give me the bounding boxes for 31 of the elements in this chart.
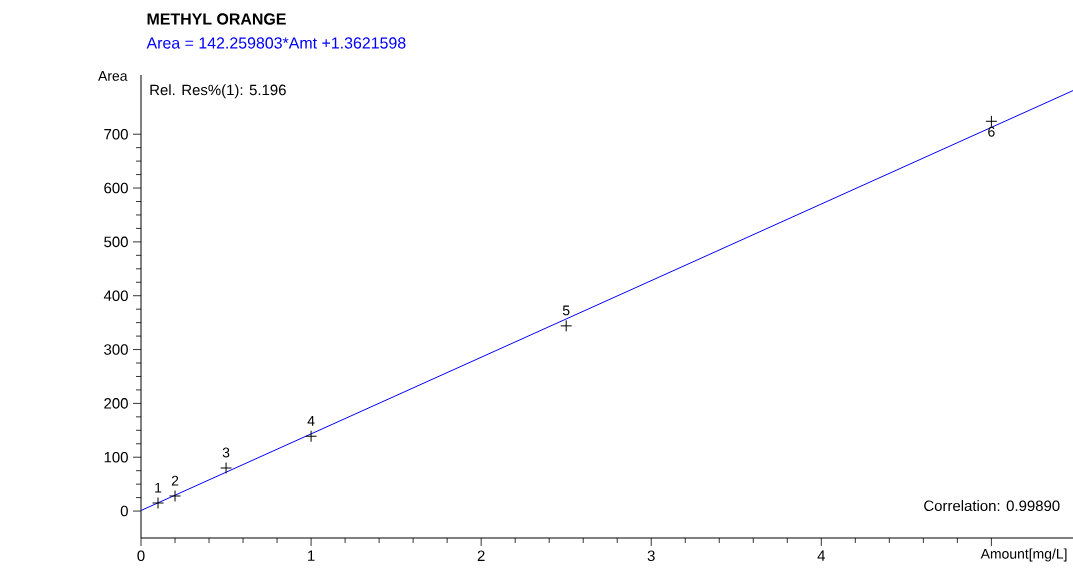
point <box>985 115 998 128</box>
x-tick-label: 1 <box>308 550 315 561</box>
y-tick-label: 400 <box>103 290 128 301</box>
x-tick-label: 0 <box>137 550 145 562</box>
point <box>169 490 181 502</box>
x-tick-label: 4 <box>817 550 826 561</box>
y-tick-label: 300 <box>104 344 128 355</box>
annotation: Rel. Res%(1): 5.196 <box>150 84 286 99</box>
x-tick-label: 3 <box>647 550 655 562</box>
y-tick-label: 200 <box>104 398 128 409</box>
annotation: Correlation: 0.99890 <box>924 500 1060 512</box>
annotation: 6 <box>988 126 995 137</box>
y-tick-label: 600 <box>104 182 128 194</box>
point <box>305 430 318 443</box>
chart-subtitle: Area = 142.259803*Amt +1.3621598 <box>146 37 406 49</box>
y-tick-label: 100 <box>104 451 128 463</box>
annotation: 2 <box>171 475 179 486</box>
annotation: 1 <box>155 482 162 493</box>
x-tick-label: 2 <box>477 550 485 561</box>
y-tick-label: 700 <box>104 128 128 140</box>
y-tick-label: 500 <box>104 236 128 248</box>
y-tick-label: 0 <box>120 505 128 517</box>
annotation: 4 <box>307 416 315 426</box>
chart-title: METHYL ORANGE <box>147 13 286 25</box>
x-axis-title: Amount[mg/L] <box>980 548 1067 562</box>
point <box>152 497 164 509</box>
point <box>220 462 233 474</box>
point <box>560 319 573 332</box>
annotation: 3 <box>222 447 230 458</box>
y-axis-title: Area <box>98 71 128 81</box>
annotation: 5 <box>562 305 570 316</box>
